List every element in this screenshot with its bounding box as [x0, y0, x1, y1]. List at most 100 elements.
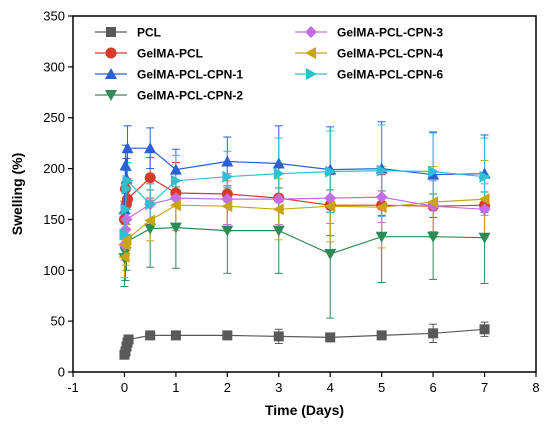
legend-item-gelma-pcl-cpn-3: GelMA-PCL-CPN-3	[295, 26, 443, 40]
data-point	[170, 330, 181, 341]
legend-item-gelma-pcl: GelMA-PCL	[95, 47, 203, 61]
legend-marker	[305, 47, 316, 59]
legend-label: GelMA-PCL-CPN-6	[337, 68, 443, 82]
data-point	[376, 164, 388, 177]
data-point	[272, 225, 285, 237]
legend: PCL GelMA-PCL GelMA-PCL-CPN-1 GelMA-PCL-CPN…	[95, 26, 443, 103]
data-point	[375, 201, 387, 214]
legend-item-gelma-pcl-cpn-4: GelMA-PCL-CPN-4	[295, 47, 443, 61]
data-point	[122, 193, 134, 205]
x-tick-label: 5	[378, 380, 385, 395]
data-point	[170, 174, 182, 187]
data-point	[222, 330, 233, 341]
y-tick-label: 0	[58, 365, 65, 380]
data-point	[478, 193, 490, 206]
data-point	[144, 172, 156, 184]
data-point	[120, 233, 132, 246]
data-point	[144, 214, 156, 227]
data-point	[324, 200, 336, 213]
x-tick-label: 7	[481, 380, 488, 395]
data-point	[273, 167, 285, 180]
legend-label: GelMA-PCL-CPN-3	[337, 26, 443, 40]
y-axis-title: Swelling (%)	[9, 153, 25, 235]
series-pcl	[119, 324, 490, 360]
series-gelma-pcl-cpn-6	[119, 164, 491, 241]
legend-marker	[105, 90, 117, 101]
x-axis-title: Time (Days)	[265, 402, 344, 418]
data-point	[427, 196, 439, 209]
y-tick-label: 350	[43, 9, 65, 24]
data-point	[273, 331, 284, 342]
data-point	[324, 192, 337, 205]
data-point	[122, 174, 134, 187]
data-point	[376, 330, 387, 341]
x-tick-label: 8	[532, 380, 539, 395]
data-point	[427, 231, 440, 243]
x-tick-label: 0	[121, 380, 128, 395]
data-point	[221, 155, 234, 167]
legend-label: GelMA-PCL	[137, 47, 203, 61]
data-point	[121, 142, 134, 154]
series-gelma-pcl-cpn-4	[118, 193, 490, 264]
data-point	[120, 213, 133, 226]
data-point	[325, 165, 337, 178]
data-point	[144, 142, 157, 154]
legend-item-pcl: PCL	[95, 26, 161, 40]
x-tick-label: 1	[172, 380, 179, 395]
legend-marker	[306, 68, 317, 80]
series-line-gelma-pcl-cpn-6	[123, 169, 485, 235]
legend-marker	[305, 26, 317, 38]
legend-label: PCL	[137, 26, 161, 40]
legend-item-gelma-pcl-cpn-1: GelMA-PCL-CPN-1	[95, 68, 243, 82]
data-point	[478, 203, 491, 216]
data-point	[221, 200, 233, 213]
y-tick-label: 100	[43, 263, 65, 278]
legend-label: GelMA-PCL-CPN-1	[137, 68, 243, 82]
data-point	[169, 222, 182, 234]
series-layer	[118, 142, 491, 360]
y-tick-label: 200	[43, 161, 65, 176]
legend-item-gelma-pcl-cpn-6: GelMA-PCL-CPN-6	[295, 68, 443, 82]
x-tick-label: 3	[275, 380, 282, 395]
data-point	[428, 165, 440, 178]
legend-marker	[105, 47, 117, 59]
data-point	[169, 199, 181, 212]
data-point	[145, 198, 157, 211]
data-point	[144, 223, 157, 235]
data-point	[272, 203, 284, 216]
data-point	[325, 332, 336, 343]
data-point	[272, 193, 285, 206]
x-tick-label: 2	[224, 380, 231, 395]
x-tick-label: -1	[67, 380, 79, 395]
series-gelma-pcl-cpn-2	[118, 222, 491, 265]
legend-marker	[106, 27, 116, 37]
legend-label: GelMA-PCL-CPN-2	[137, 89, 243, 103]
data-point	[479, 324, 490, 335]
data-point	[375, 231, 388, 243]
x-tick-label: 6	[429, 380, 436, 395]
legend-label: GelMA-PCL-CPN-4	[337, 47, 443, 61]
data-point	[479, 170, 491, 183]
data-point	[119, 159, 132, 171]
y-tick-label: 50	[51, 314, 65, 329]
data-point	[221, 225, 234, 237]
data-point	[169, 163, 182, 175]
data-point	[120, 346, 131, 357]
data-point	[121, 182, 133, 195]
legend-item-gelma-pcl-cpn-2: GelMA-PCL-CPN-2	[95, 89, 243, 103]
plot-frame	[72, 15, 537, 373]
y-tick-label: 150	[43, 212, 65, 227]
data-point	[375, 191, 388, 204]
data-point	[120, 203, 132, 216]
x-tick-label: 4	[327, 380, 334, 395]
data-point	[118, 251, 130, 264]
y-tick-label: 300	[43, 59, 65, 74]
y-tick-label: 250	[43, 110, 65, 125]
data-point	[222, 170, 234, 183]
data-point	[119, 228, 131, 241]
data-point	[145, 330, 156, 341]
data-point	[428, 328, 439, 339]
legend-marker	[105, 68, 117, 79]
